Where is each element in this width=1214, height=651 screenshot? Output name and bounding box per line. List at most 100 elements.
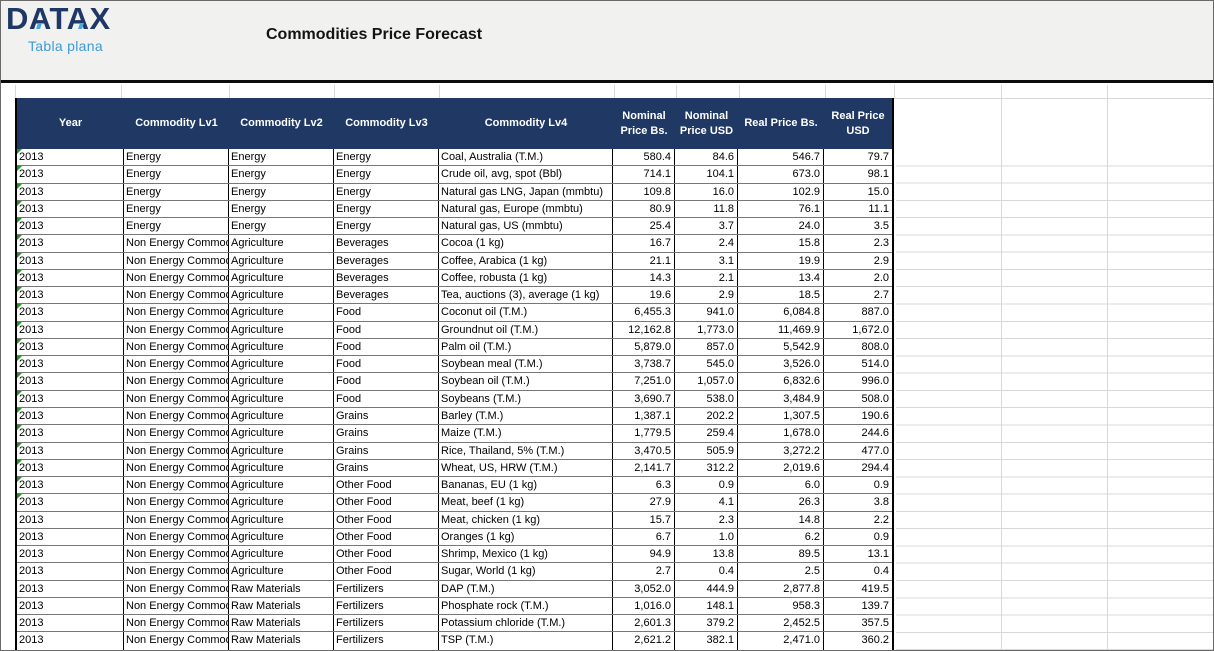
table-cell[interactable]: Agriculture — [229, 511, 334, 528]
table-cell[interactable]: 505.9 — [675, 442, 738, 459]
table-cell[interactable]: Maize (T.M.) — [439, 425, 613, 442]
column-header-8[interactable]: Real Price Bs. — [744, 117, 818, 130]
table-cell[interactable]: Food — [334, 373, 439, 390]
table-cell[interactable]: Meat, beef (1 kg) — [439, 494, 613, 511]
table-cell[interactable]: Bananas, EU (1 kg) — [439, 477, 613, 494]
table-cell[interactable]: Non Energy Commod — [124, 442, 229, 459]
table-cell[interactable]: Natural gas, US (mmbtu) — [439, 218, 613, 235]
table-cell[interactable]: 5,879.0 — [613, 338, 675, 356]
table-cell[interactable]: Non Energy Commod — [124, 407, 229, 425]
table-cell[interactable]: Agriculture — [229, 442, 334, 459]
table-cell[interactable]: 1,678.0 — [738, 425, 824, 442]
table-cell[interactable]: Coffee, robusta (1 kg) — [439, 269, 613, 287]
table-cell[interactable]: 6.7 — [613, 528, 675, 546]
table-cell[interactable]: Soybean oil (T.M.) — [439, 373, 613, 390]
table-cell[interactable]: 887.0 — [861, 306, 889, 319]
table-cell[interactable]: 13.4 — [738, 269, 824, 287]
table-cell[interactable]: Natural gas LNG, Japan (mmbtu) — [439, 183, 613, 200]
table-cell[interactable]: Raw Materials — [229, 632, 334, 650]
table-cell[interactable]: Energy — [124, 149, 229, 166]
table-cell[interactable]: Coal, Australia (T.M.) — [439, 149, 613, 166]
table-cell[interactable]: 0.9 — [675, 477, 738, 494]
table-cell[interactable]: 1,057.0 — [675, 373, 738, 390]
table-cell[interactable]: 2013 — [17, 149, 124, 166]
table-cell[interactable]: 12,162.8 — [613, 321, 675, 338]
table-cell[interactable]: 6.3 — [613, 477, 675, 494]
table-cell[interactable]: 3.7 — [675, 218, 738, 235]
table-cell[interactable]: Energy — [124, 218, 229, 235]
table-cell[interactable]: Energy — [124, 200, 229, 218]
table-cell[interactable]: 545.0 — [675, 356, 738, 373]
table-cell[interactable]: 2.1 — [675, 269, 738, 287]
table-cell[interactable]: 16.0 — [675, 183, 738, 200]
table-cell[interactable]: 2013 — [17, 632, 124, 650]
table-cell[interactable]: Phosphate rock (T.M.) — [439, 597, 613, 615]
table-cell[interactable]: 1,779.5 — [613, 425, 675, 442]
table-cell[interactable]: Other Food — [334, 563, 439, 580]
table-cell[interactable]: 2013 — [17, 252, 124, 269]
table-cell[interactable]: Agriculture — [229, 269, 334, 287]
table-cell[interactable]: 2013 — [17, 390, 124, 407]
table-cell[interactable]: Non Energy Commod — [124, 494, 229, 511]
table-cell[interactable]: Soybean meal (T.M.) — [439, 356, 613, 373]
table-cell[interactable]: 3.1 — [675, 252, 738, 269]
table-cell[interactable]: 2.7 — [613, 563, 675, 580]
table-cell[interactable]: 2013 — [17, 425, 124, 442]
table-cell[interactable]: Energy — [334, 149, 439, 166]
table-cell[interactable]: Other Food — [334, 477, 439, 494]
table-cell[interactable]: 4.1 — [675, 494, 738, 511]
table-cell[interactable]: 2013 — [17, 373, 124, 390]
table-cell[interactable]: 3,690.7 — [613, 390, 675, 407]
table-cell[interactable]: 444.9 — [675, 580, 738, 597]
table-cell[interactable]: 21.1 — [613, 252, 675, 269]
table-cell[interactable]: DAP (T.M.) — [439, 580, 613, 597]
table-cell[interactable]: Raw Materials — [229, 615, 334, 632]
table-cell[interactable]: Coffee, Arabica (1 kg) — [439, 252, 613, 269]
column-header-5[interactable]: Commodity Lv4 — [484, 117, 568, 130]
table-cell[interactable]: Agriculture — [229, 338, 334, 356]
table-cell[interactable]: 382.1 — [675, 632, 738, 650]
table-cell[interactable]: 0.4 — [675, 563, 738, 580]
table-cell[interactable]: 3.5 — [873, 220, 889, 233]
table-cell[interactable]: 3,052.0 — [613, 580, 675, 597]
table-cell[interactable]: Other Food — [334, 546, 439, 563]
table-cell[interactable]: 27.9 — [613, 494, 675, 511]
table-cell[interactable]: 80.9 — [613, 200, 675, 218]
table-cell[interactable]: 2013 — [17, 356, 124, 373]
table-cell[interactable]: 2,019.6 — [738, 459, 824, 477]
column-header-4[interactable]: Commodity Lv3 — [345, 117, 428, 130]
table-cell[interactable]: Potassium chloride (T.M.) — [439, 615, 613, 632]
table-cell[interactable]: Agriculture — [229, 287, 334, 304]
table-cell[interactable]: 546.7 — [738, 149, 824, 166]
table-cell[interactable]: 2013 — [17, 407, 124, 425]
table-cell[interactable]: Energy — [229, 218, 334, 235]
table-cell[interactable]: 2,141.7 — [613, 459, 675, 477]
table-cell[interactable]: Agriculture — [229, 356, 334, 373]
table-cell[interactable]: Grains — [334, 425, 439, 442]
table-cell[interactable]: 508.0 — [861, 392, 889, 405]
table-cell[interactable]: 259.4 — [675, 425, 738, 442]
table-cell[interactable]: Energy — [334, 200, 439, 218]
table-cell[interactable]: 0.9 — [873, 530, 889, 543]
table-cell[interactable]: 3,272.2 — [738, 442, 824, 459]
table-cell[interactable]: Fertilizers — [334, 615, 439, 632]
table-cell[interactable]: 26.3 — [738, 494, 824, 511]
table-cell[interactable]: Other Food — [334, 528, 439, 546]
table-cell[interactable]: 2,621.2 — [613, 632, 675, 650]
table-cell[interactable]: 2013 — [17, 183, 124, 200]
table-cell[interactable]: Energy — [229, 149, 334, 166]
table-cell[interactable]: 2.5 — [738, 563, 824, 580]
table-cell[interactable]: 18.5 — [738, 287, 824, 304]
table-cell[interactable]: 2013 — [17, 494, 124, 511]
table-cell[interactable]: Non Energy Commod — [124, 338, 229, 356]
table-cell[interactable]: 102.9 — [738, 183, 824, 200]
table-cell[interactable]: Agriculture — [229, 528, 334, 546]
table-cell[interactable]: 714.1 — [613, 166, 675, 183]
column-header-2[interactable]: Commodity Lv1 — [135, 117, 218, 130]
table-cell[interactable]: 514.0 — [861, 358, 889, 371]
table-cell[interactable]: 148.1 — [675, 597, 738, 615]
table-cell[interactable]: Non Energy Commod — [124, 528, 229, 546]
table-cell[interactable]: Agriculture — [229, 390, 334, 407]
table-cell[interactable]: Agriculture — [229, 235, 334, 252]
table-cell[interactable]: Non Energy Commod — [124, 235, 229, 252]
